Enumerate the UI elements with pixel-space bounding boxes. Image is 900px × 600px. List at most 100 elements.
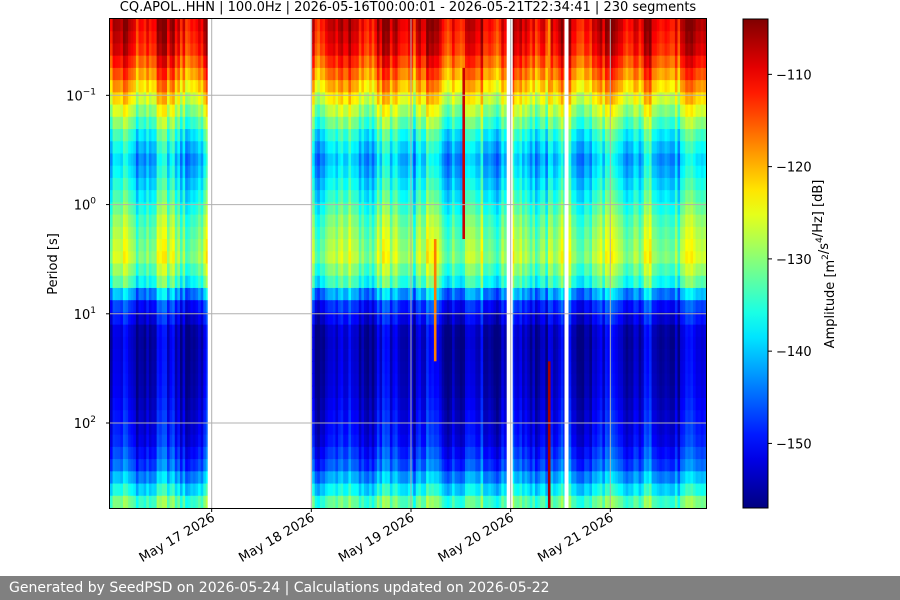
heatmap-cell	[376, 495, 381, 509]
heatmap-cell	[338, 19, 342, 32]
heatmap-cell	[524, 67, 528, 81]
heatmap-cell	[330, 239, 334, 252]
heatmap-cell	[174, 336, 178, 350]
heatmap-cell	[317, 495, 321, 509]
heatmap-cell	[496, 177, 500, 191]
heatmap-cell	[472, 300, 476, 313]
heatmap-cell	[187, 459, 191, 472]
heatmap-cell	[130, 287, 134, 301]
heatmap-cell	[527, 385, 531, 399]
heatmap-cell	[130, 410, 134, 424]
heatmap-cell	[167, 434, 171, 448]
heatmap-cell	[503, 495, 508, 509]
heatmap-cell	[516, 483, 521, 497]
heatmap-cell	[182, 349, 186, 362]
heatmap-cell	[490, 495, 495, 509]
heatmap-cell	[397, 104, 401, 118]
heatmap-cell	[480, 349, 484, 362]
heatmap-cell	[454, 31, 458, 45]
heatmap-cell	[374, 300, 378, 313]
heatmap-cell	[319, 55, 324, 69]
heatmap-cell	[338, 116, 342, 130]
heatmap-cell	[115, 300, 119, 313]
heatmap-cell	[366, 410, 370, 424]
heatmap-cell	[332, 104, 337, 118]
heatmap-cell	[192, 336, 197, 350]
heatmap-cell	[408, 434, 412, 448]
heatmap-cell	[340, 129, 344, 142]
heatmap-cell	[465, 92, 469, 106]
heatmap-cell	[524, 214, 528, 228]
heatmap-cell	[200, 239, 204, 252]
heatmap-cell	[444, 300, 448, 313]
heatmap-cell	[146, 80, 150, 93]
heatmap-cell	[418, 104, 422, 118]
heatmap-cell	[483, 43, 487, 57]
heatmap-cell	[151, 422, 155, 436]
heatmap-cell	[192, 153, 197, 167]
heatmap-cell	[182, 177, 186, 191]
heatmap-cell	[382, 226, 386, 240]
heatmap-cell	[428, 373, 432, 387]
heatmap-cell	[449, 263, 453, 277]
heatmap-cell	[519, 324, 523, 338]
heatmap-cell	[187, 495, 191, 509]
heatmap-cell	[182, 422, 186, 436]
heatmap-cell	[172, 373, 176, 387]
heatmap-cell	[141, 55, 145, 69]
heatmap-cell	[117, 434, 121, 448]
heatmap-cell	[501, 55, 505, 69]
heatmap-cell	[444, 165, 448, 179]
heatmap-cell	[431, 239, 435, 252]
heatmap-cell	[172, 116, 176, 130]
heatmap-cell	[335, 43, 339, 57]
heatmap-cell	[488, 275, 492, 289]
heatmap-cell	[441, 153, 445, 167]
heatmap-cell	[343, 495, 347, 509]
heatmap-cell	[356, 434, 360, 448]
heatmap-cell	[187, 312, 191, 326]
heatmap-cell	[493, 300, 497, 313]
heatmap-cell	[433, 385, 438, 399]
heatmap-cell	[418, 336, 422, 350]
heatmap-cell	[167, 275, 171, 289]
heatmap-cell	[195, 324, 199, 338]
heatmap-cell	[493, 214, 497, 228]
heatmap-cell	[446, 446, 451, 460]
heatmap-cell	[501, 422, 505, 436]
heatmap-cell	[514, 446, 518, 460]
heatmap-cell	[314, 190, 318, 203]
heatmap-cell	[319, 287, 324, 301]
heatmap-cell	[397, 165, 401, 179]
heatmap-cell	[449, 300, 453, 313]
heatmap-cell	[467, 483, 471, 497]
heatmap-cell	[387, 239, 391, 252]
heatmap-cell	[475, 495, 479, 509]
heatmap-cell	[340, 397, 344, 411]
heatmap-cell	[195, 349, 199, 362]
heatmap-cell	[138, 361, 142, 375]
heatmap-cell	[402, 92, 407, 106]
heatmap-cell	[514, 251, 518, 265]
heatmap-cell	[125, 67, 129, 81]
heatmap-cell	[503, 483, 508, 497]
heatmap-cell	[338, 312, 342, 326]
heatmap-cell	[159, 397, 163, 411]
heatmap-cell	[413, 141, 417, 155]
heatmap-cell	[475, 153, 479, 167]
heatmap-cell	[514, 67, 518, 81]
heatmap-cell	[431, 19, 435, 32]
heatmap-cell	[110, 104, 114, 118]
heatmap-cell	[369, 361, 373, 375]
heatmap-cell	[457, 214, 461, 228]
heatmap-cell	[387, 55, 391, 69]
heatmap-cell	[361, 80, 365, 93]
heatmap-cell	[420, 300, 425, 313]
heatmap-cell	[405, 410, 409, 424]
heatmap-cell	[338, 300, 342, 313]
heatmap-cell	[374, 397, 378, 411]
heatmap-cell	[174, 263, 178, 277]
heatmap-cell	[459, 31, 464, 45]
heatmap-cell	[413, 19, 417, 32]
heatmap-cell	[167, 55, 171, 69]
